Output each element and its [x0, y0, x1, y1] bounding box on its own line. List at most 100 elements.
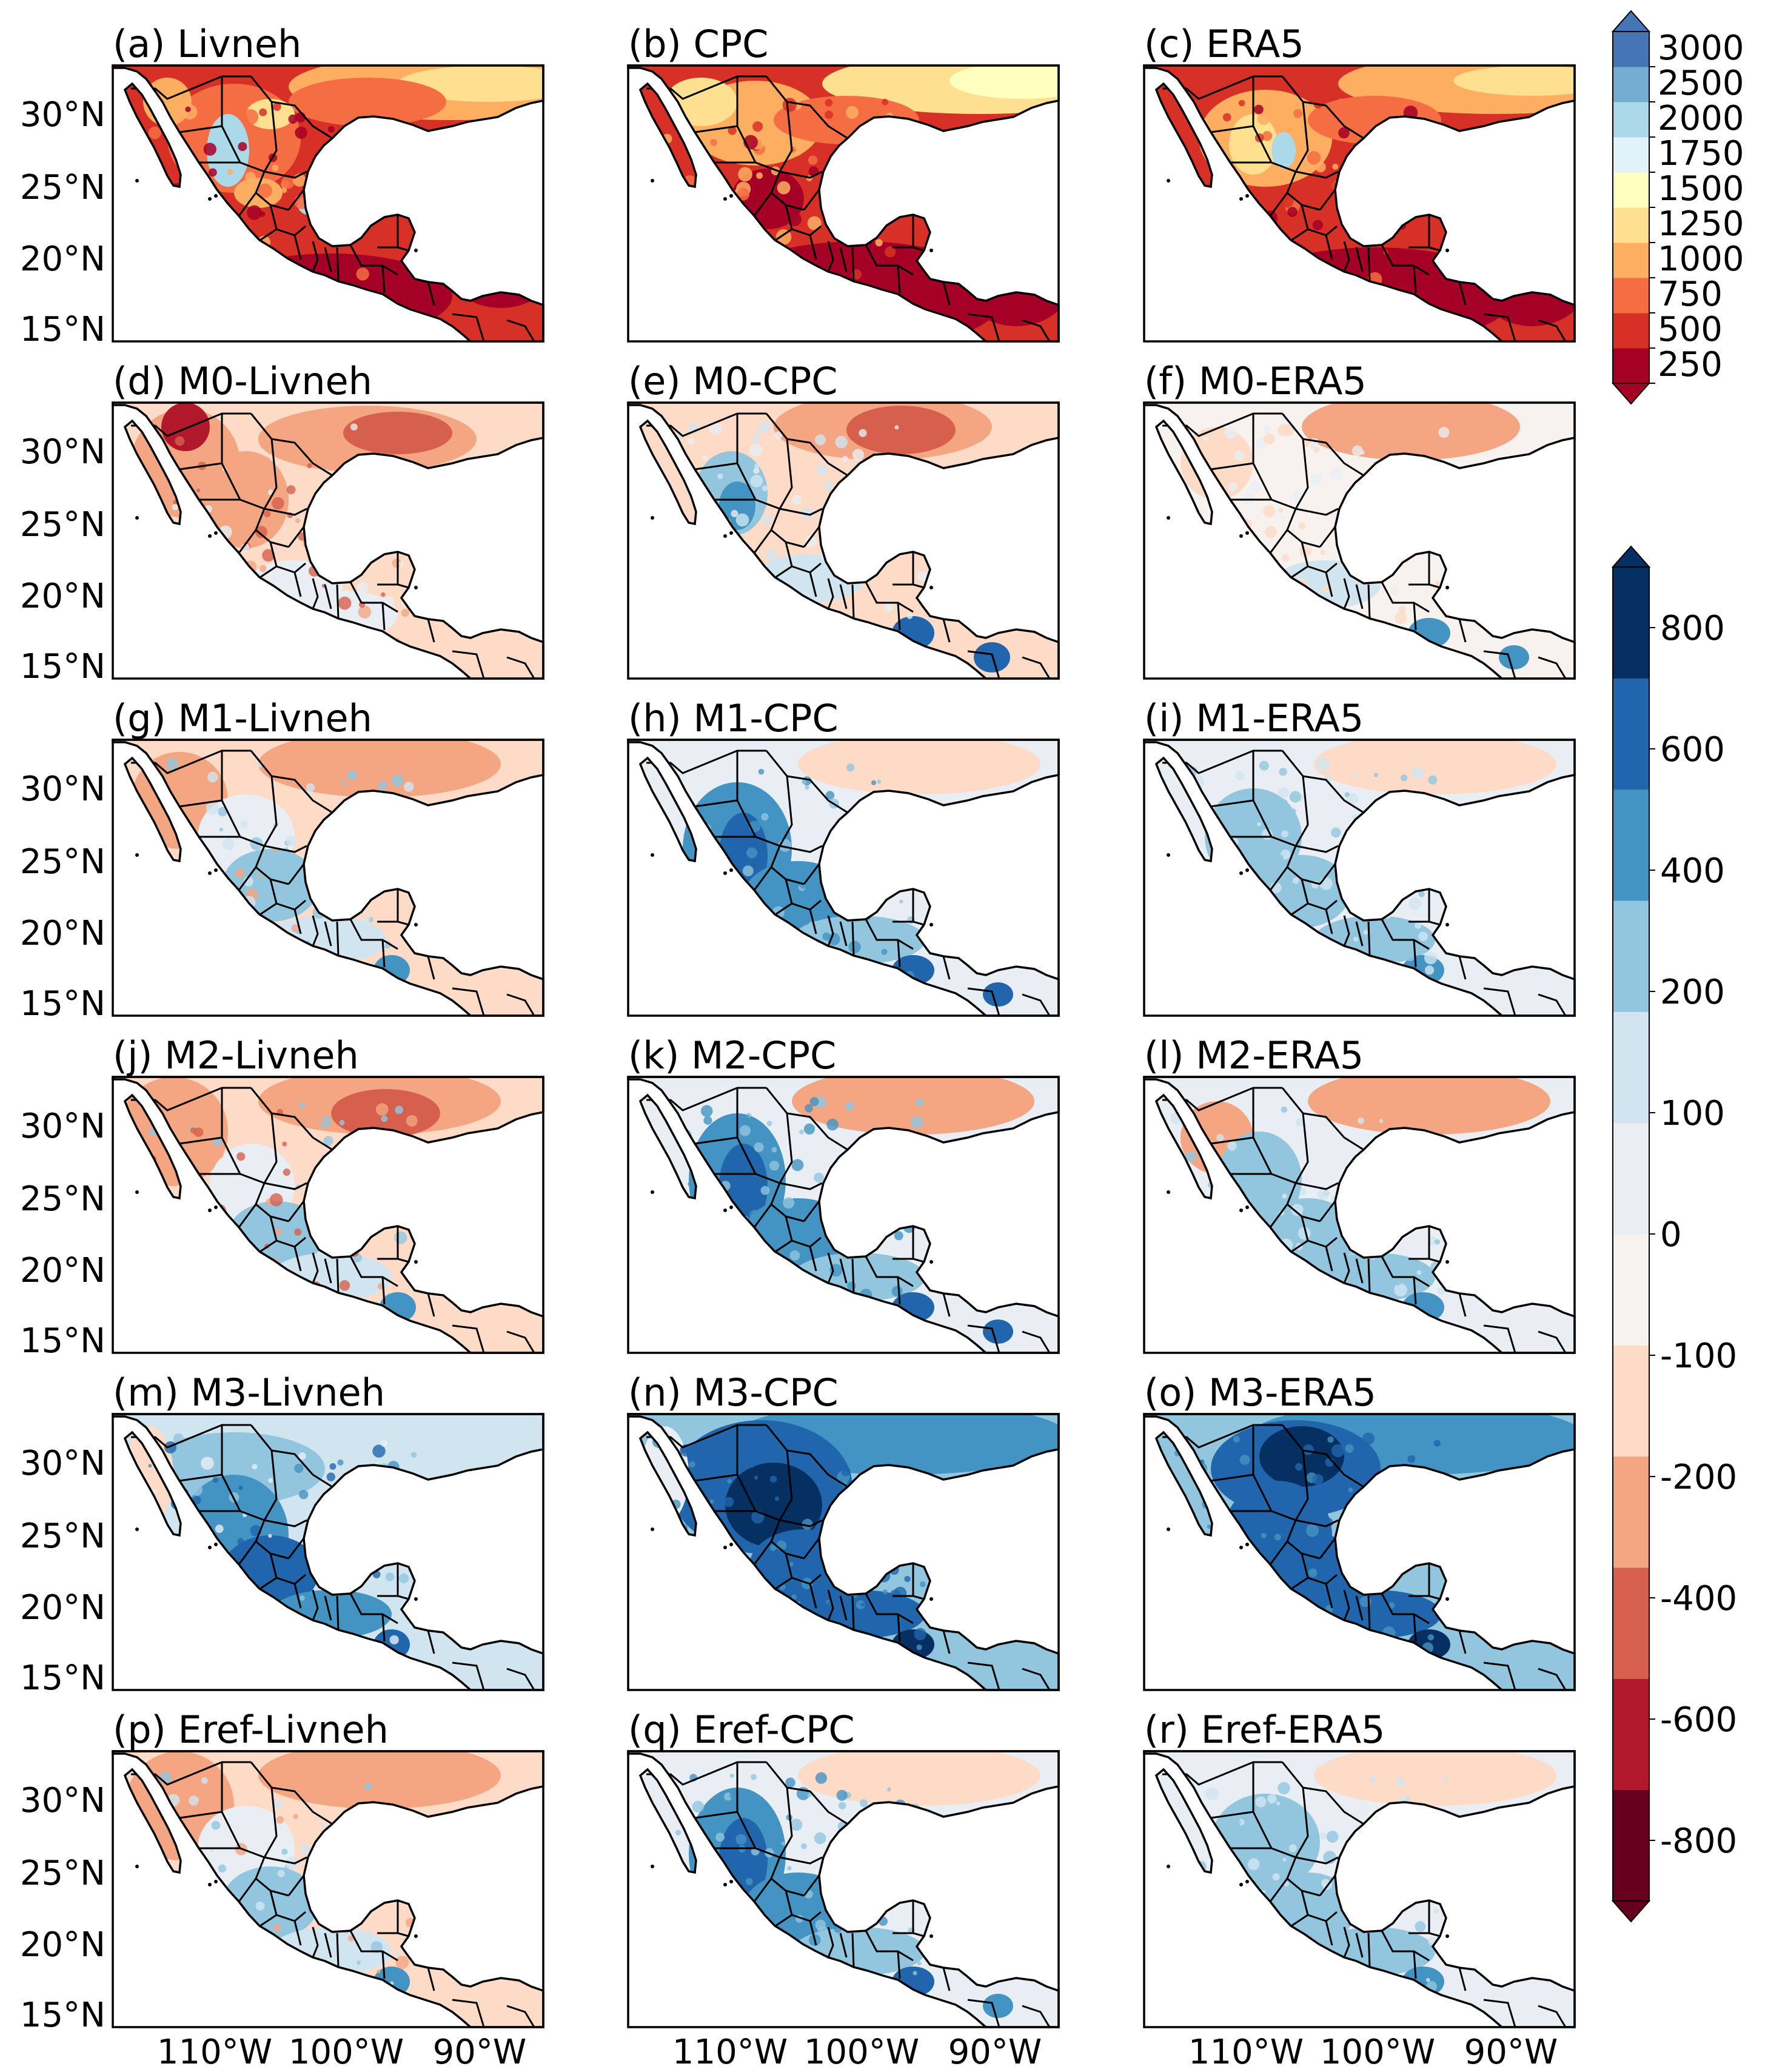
- lat-tick-label: 30°N: [20, 95, 105, 135]
- colorbar-tick-label: 250: [1658, 345, 1723, 384]
- colorbar-segment: [1613, 102, 1649, 138]
- colorbar-tick-label: 1000: [1658, 240, 1744, 279]
- colorbar-segment: [1613, 567, 1649, 679]
- panel-title: (n) M3-CPC: [628, 1370, 839, 1415]
- lon-tick-label: 100°W: [1320, 2033, 1435, 2072]
- lat-tick-label: 30°N: [20, 769, 105, 809]
- panel-title: (i) M1-ERA5: [1144, 696, 1364, 740]
- colorbar-segment: [1613, 313, 1649, 349]
- lat-tick-label: 15°N: [20, 984, 105, 1024]
- colorbar-segment: [1613, 243, 1649, 278]
- panel-title: (q) Eref-CPC: [628, 1708, 855, 1752]
- map-panel: (k) M2-CPC: [627, 1033, 1060, 1354]
- map-frame: [1143, 64, 1576, 343]
- lat-tick-label: 25°N: [20, 842, 105, 882]
- map-panel: (c) ERA5: [1143, 22, 1576, 343]
- map-frame: [1143, 1750, 1576, 2028]
- colorbar-segment: [1613, 1234, 1649, 1346]
- colorbar-segment: [1613, 1345, 1649, 1457]
- colorbar-segment: [1613, 348, 1649, 384]
- map-panel: (b) CPC: [627, 22, 1060, 343]
- map-frame: [112, 1750, 544, 2028]
- lon-tick-label: 90°W: [433, 2033, 527, 2072]
- lat-tick-label: 25°N: [20, 1179, 105, 1219]
- lat-tick-label: 15°N: [20, 310, 105, 349]
- colorbar-segment: [1613, 137, 1649, 173]
- colorbar-segment: [1613, 207, 1649, 243]
- panel-title: (o) M3-ERA5: [1144, 1370, 1376, 1415]
- map-frame: [627, 1076, 1060, 1354]
- panel-title: (e) M0-CPC: [628, 359, 838, 403]
- map-panel: (i) M1-ERA5: [1143, 696, 1576, 1017]
- lon-tick-label: 110°W: [157, 2033, 272, 2072]
- colorbar-tick-label: -100: [1660, 1336, 1737, 1376]
- map-frame: [627, 1413, 1060, 1691]
- map-frame: [627, 1750, 1060, 2028]
- map-panel: (r) Eref-ERA5 110°W 100°W 90°W: [1143, 1708, 1576, 2072]
- colorbar-tick-label: -200: [1660, 1458, 1737, 1497]
- map-frame: [112, 1413, 544, 1691]
- colorbar-tick-label: -600: [1660, 1700, 1737, 1740]
- lon-tick-label: 110°W: [1188, 2033, 1304, 2072]
- lat-tick-label: 15°N: [20, 1996, 105, 2035]
- lat-tick-label: 20°N: [20, 1925, 105, 1965]
- colorbar-tick-label: 2000: [1658, 99, 1744, 138]
- colorbar-tick-label: 3000: [1658, 28, 1744, 68]
- map-frame: [112, 739, 544, 1017]
- lat-tick-label: 30°N: [20, 432, 105, 472]
- colorbar-tick-label: 0: [1660, 1215, 1682, 1255]
- difference-colorbar: 800 600 400 200 100 0 -100 -200 -400 -600 -800: [1611, 545, 1737, 1923]
- lon-tick-label: 110°W: [672, 2033, 788, 2072]
- lat-tick-label: 30°N: [20, 1107, 105, 1146]
- colorbar-tick-label: 100: [1660, 1094, 1725, 1133]
- map-frame: [627, 64, 1060, 343]
- colorbar-segment: [1613, 1567, 1649, 1679]
- colorbar-segment: [1613, 900, 1649, 1012]
- panel-title: (k) M2-CPC: [628, 1033, 836, 1078]
- map-panel: (f) M0-ERA5: [1143, 359, 1576, 680]
- lat-tick-label: 20°N: [20, 1251, 105, 1290]
- colorbar-tick-label: 400: [1660, 851, 1725, 891]
- lat-tick-label: 20°N: [20, 914, 105, 953]
- map-frame: [112, 64, 544, 343]
- lon-tick-label: 100°W: [289, 2033, 404, 2072]
- panel-title: (j) M2-Livneh: [113, 1033, 359, 1078]
- panel-title: (f) M0-ERA5: [1144, 359, 1367, 403]
- colorbar-segment: [1613, 1011, 1649, 1124]
- lat-tick-label: 30°N: [20, 1444, 105, 1483]
- lat-tick-label: 25°N: [20, 1854, 105, 1893]
- panel-title: (r) Eref-ERA5: [1144, 1708, 1385, 1752]
- colorbar-tick-label: -800: [1660, 1822, 1737, 1861]
- colorbar-tick-label: 800: [1660, 609, 1725, 648]
- lat-tick-label: 20°N: [20, 240, 105, 279]
- lat-tick-label: 15°N: [20, 647, 105, 686]
- colorbar-tick-label: 500: [1658, 310, 1723, 349]
- map-frame: [1143, 1076, 1576, 1354]
- colorbar-tick-label: 1250: [1658, 204, 1744, 244]
- map-frame: [1143, 739, 1576, 1017]
- panel-title: (a) Livneh: [113, 22, 301, 66]
- colorbar-segment: [1613, 67, 1649, 102]
- panel-title: (d) M0-Livneh: [113, 359, 372, 403]
- colorbar-segment: [1613, 172, 1649, 208]
- panel-title: (h) M1-CPC: [628, 696, 839, 740]
- panel-title: (g) M1-Livneh: [113, 696, 372, 740]
- map-frame: [1143, 401, 1576, 680]
- lat-tick-label: 15°N: [20, 1658, 105, 1698]
- map-panel: (q) Eref-CPC 110°W 100°W 90°W: [627, 1708, 1060, 2072]
- colorbar-segment: [1613, 278, 1649, 313]
- colorbar-segment: [1613, 32, 1649, 67]
- colorbar-tick-label: 2500: [1658, 64, 1744, 103]
- colorbar-tick-label: 750: [1658, 275, 1723, 314]
- lat-tick-label: 20°N: [20, 577, 105, 616]
- panel-title: (b) CPC: [628, 22, 768, 66]
- map-panel: (o) M3-ERA5: [1143, 1370, 1576, 1691]
- lon-tick-label: 90°W: [1464, 2033, 1558, 2072]
